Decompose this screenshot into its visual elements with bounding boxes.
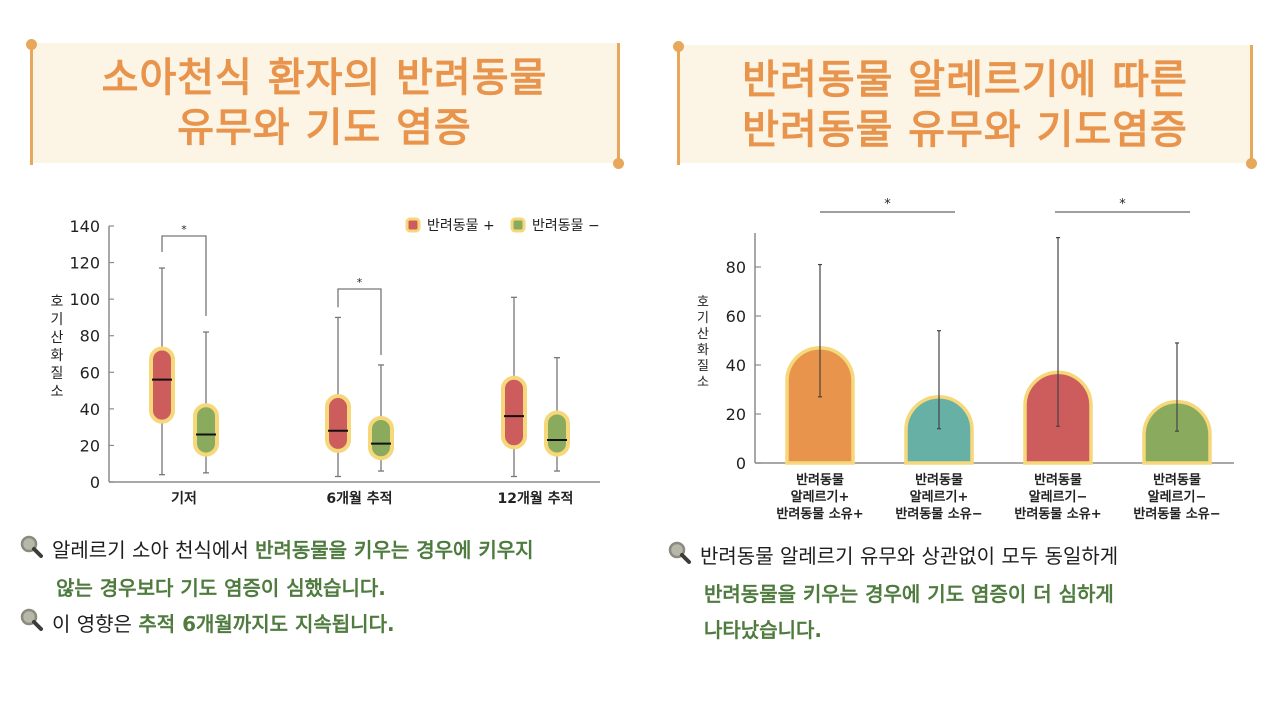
x-tick-label: 6개월 추적 [326,490,392,507]
x-tick-label: 반려동물 소유− [895,506,982,522]
left-banner-line-left [30,45,33,165]
y-axis-label: 화 [697,343,709,358]
x-tick-label: 기저 [171,491,197,507]
box [193,403,219,457]
y-tick-label: 100 [69,290,100,309]
left-banner-line-right [617,43,620,163]
x-tick-label: 알레르기+ [910,490,969,505]
right-note-1-hl2: 나타났습니다. [704,617,822,642]
x-tick-label: 반려동물 소유− [1133,506,1220,522]
left-banner-dot-bottom [613,158,624,169]
left-title-line1: 소아천식 환자의 반려동물 [101,55,548,101]
box [544,410,570,457]
bar [785,346,855,465]
box [368,416,394,461]
legend-swatch [405,217,421,233]
y-axis-label: 호 [697,295,709,310]
right-title-line1: 반려동물 알레르기에 따른 [742,57,1188,103]
x-tick-label: 반려동물 소유+ [1014,506,1101,522]
x-tick-label: 12개월 추적 [498,490,574,507]
y-tick-label: 40 [726,356,746,375]
significance-marker: * [357,276,363,289]
x-tick-label: 반려동물 [1034,472,1082,488]
left-notes: 알레르기 소아 천식에서 반려동물을 키우는 경우에 키우지 않는 경우보다 기… [20,532,640,643]
left-note-1: 알레르기 소아 천식에서 반려동물을 키우는 경우에 키우지 [20,532,640,570]
y-tick-label: 20 [726,405,746,424]
legend-label: 반려동물 + [427,218,495,234]
legend-swatch [510,217,526,233]
x-tick-label: 반려동물 소유+ [776,506,863,522]
x-tick-label: 반려동물 [796,472,844,488]
y-axis-label: 기 [697,311,709,326]
magnifier-icon [668,540,692,576]
y-axis-label: 산 [51,330,64,346]
y-tick-label: 20 [80,436,100,455]
magnifier-icon [20,534,44,570]
significance-marker: * [181,223,187,236]
right-note-1-hl1: 반려동물을 키우는 경우에 기도 염증이 더 심하게 [704,581,1114,606]
box [325,394,351,453]
significance-marker: * [1119,197,1126,212]
y-tick-label: 80 [726,258,746,277]
y-axis-label: 질 [697,359,709,374]
y-axis-label: 산 [697,327,709,342]
right-banner-line-left [677,47,680,165]
right-banner-dot-bottom [1246,158,1257,169]
left-title-banner: 소아천식 환자의 반려동물 유무와 기도 염증 [31,43,618,163]
x-tick-label: 반려동물 [915,472,963,488]
left-note-2: 이 영향은 추적 6개월까지도 지속됩니다. [20,606,640,644]
y-axis-label: 소 [697,375,709,390]
bar [904,395,974,465]
y-tick-label: 80 [80,327,100,346]
right-banner-dot-top [673,41,684,52]
y-tick-label: 40 [80,400,100,419]
x-tick-label: 알레르기+ [791,490,850,505]
left-banner-dot-top [26,39,37,50]
left-note-1-cont: 않는 경우보다 기도 염증이 심했습니다. [56,575,386,600]
y-axis-label: 호 [51,294,64,310]
y-tick-label: 120 [69,254,100,273]
y-tick-label: 60 [726,307,746,326]
y-tick-label: 0 [90,473,100,492]
right-title-banner: 반려동물 알레르기에 따른 반려동물 유무와 기도염증 [679,45,1251,163]
significance-marker: * [884,197,891,212]
x-tick-label: 반려동물 [1153,472,1201,488]
right-note-1: 반려동물 알레르기 유무와 상관없이 모두 동일하게 [668,538,1248,576]
box [149,346,175,424]
y-axis-label: 기 [51,312,64,328]
right-banner-line-right [1250,45,1253,163]
y-tick-label: 0 [736,454,746,473]
x-tick-label: 알레르기− [1148,490,1207,505]
y-axis-label: 질 [51,366,64,382]
right-title-line2: 반려동물 유무와 기도염증 [742,107,1188,153]
right-notes: 반려동물 알레르기 유무와 상관없이 모두 동일하게 반려동물을 키우는 경우에… [668,538,1248,648]
legend-label: 반려동물 − [532,218,600,234]
y-tick-label: 60 [80,363,100,382]
left-title-line2: 유무와 기도 염증 [177,105,472,151]
y-axis-label: 화 [51,348,64,364]
x-tick-label: 알레르기− [1029,490,1088,505]
y-axis-label: 소 [51,384,64,400]
bar [1142,400,1212,465]
magnifier-icon [20,607,44,643]
box [501,375,527,450]
y-tick-label: 140 [69,217,100,236]
